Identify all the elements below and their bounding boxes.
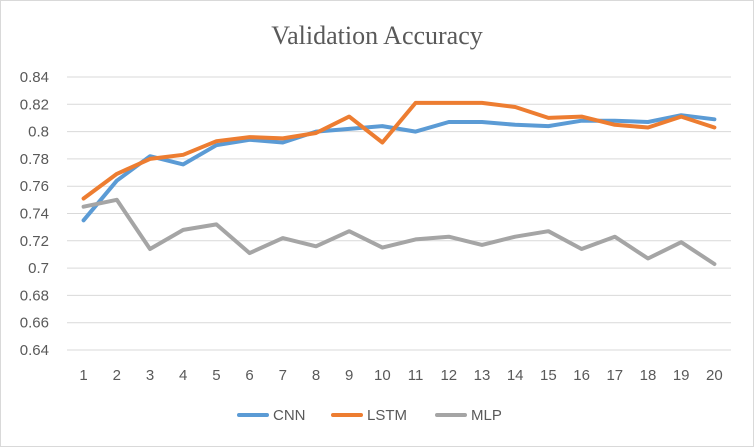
y-axis-tick-labels: 0.64 0.66 0.68 0.7 0.72 0.74 0.76 0.78 0.8 0.82 0.… [20,69,49,359]
y-tick-label: 0.68 [20,287,49,304]
x-tick-label: 4 [179,367,187,384]
y-tick-label: 0.66 [20,315,49,332]
x-tick-label: 1 [79,367,87,384]
y-tick-label: 0.64 [20,342,49,359]
x-tick-label: 14 [507,367,524,384]
x-tick-label: 20 [706,367,723,384]
legend-label-cnn: CNN [273,407,306,424]
y-tick-label: 0.74 [20,206,49,223]
x-tick-label: 15 [540,367,557,384]
y-tick-label: 0.72 [20,233,49,250]
x-tick-label: 13 [474,367,491,384]
series-line-mlp [81,197,717,266]
y-tick-label: 0.82 [20,96,49,113]
x-tick-label: 11 [408,367,424,384]
x-tick-label: 5 [212,367,220,384]
x-tick-label: 8 [312,367,320,384]
y-tick-label: 0.76 [20,178,49,195]
x-axis-tick-labels: 1 2 3 4 5 6 7 8 9 10 11 12 13 14 15 16 17 18 19 20 [79,367,722,384]
y-tick-label: 0.8 [28,124,49,141]
legend-label-mlp: MLP [471,407,502,424]
x-tick-label: 2 [113,367,121,384]
legend-label-lstm: LSTM [367,407,407,424]
y-tick-label: 0.84 [20,69,49,86]
x-tick-label: 12 [440,367,457,384]
x-tick-label: 3 [146,367,154,384]
x-tick-label: 10 [374,367,391,384]
x-tick-label: 16 [573,367,590,384]
series-line-lstm [81,100,717,201]
series-line-cnn [81,113,717,223]
chart-title: Validation Accuracy [271,21,483,50]
series-lines [81,100,717,266]
x-tick-label: 19 [673,367,690,384]
y-tick-label: 0.7 [28,260,49,277]
legend: CNN LSTM MLP [237,407,502,424]
gridlines [67,76,731,351]
y-tick-label: 0.78 [20,151,49,168]
x-tick-label: 6 [245,367,253,384]
x-tick-label: 18 [640,367,657,384]
x-tick-label: 7 [279,367,287,384]
x-tick-label: 9 [345,367,353,384]
x-tick-label: 17 [606,367,623,384]
